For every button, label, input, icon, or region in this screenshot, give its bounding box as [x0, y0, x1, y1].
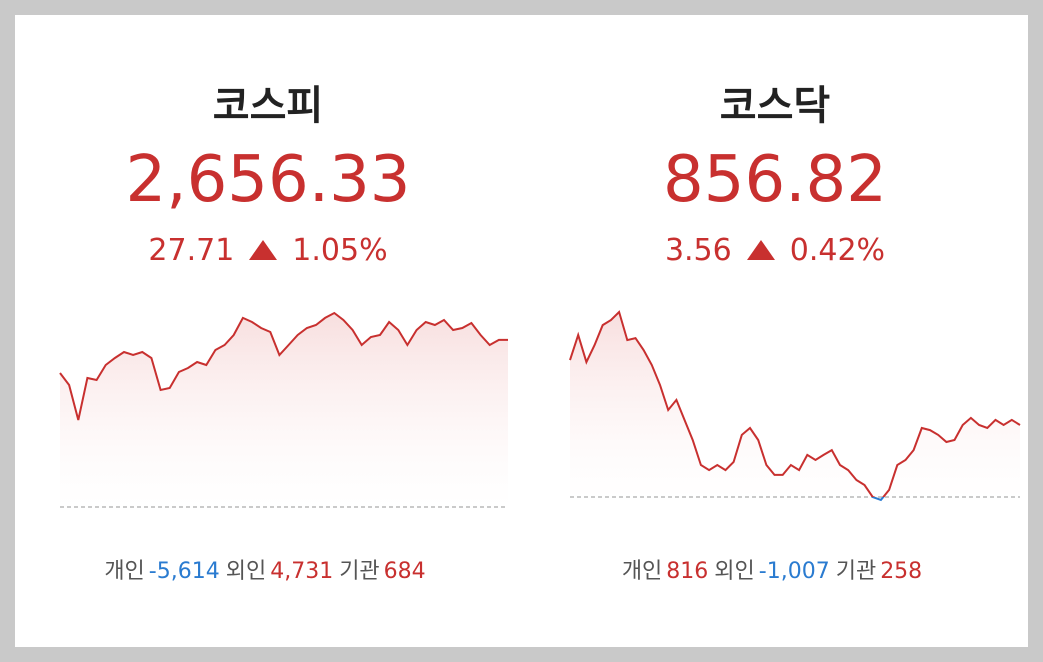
change-row: 27.71 1.05% — [15, 233, 521, 268]
investors: 개인 816 외인 -1,007 기관 258 — [522, 553, 1028, 585]
investor-value: 816 — [666, 559, 709, 584]
change-pct: 0.42% — [789, 233, 886, 268]
investor-label: 기관 — [835, 559, 877, 584]
market-column: 코스피 2,656.33 27.71 1.05% 개인 -5,614 외인 4,731 기관 68… — [15, 15, 521, 647]
up-triangle — [746, 239, 775, 260]
triangle — [746, 239, 775, 260]
investor-label: 외인 — [714, 559, 755, 584]
triangle — [249, 239, 278, 260]
market-name: 코스닥 — [719, 83, 831, 129]
line-up — [59, 311, 508, 421]
index-value: 2,656.33 — [125, 143, 411, 217]
sparkline — [59, 311, 508, 508]
investor-value: -1,007 — [758, 559, 830, 584]
index-card: 코스피 2,656.33 27.71 1.05% 개인 -5,614 외인 4,731 기관 68… — [15, 15, 1028, 647]
index-value: 856.82 — [663, 143, 887, 217]
change-value: 27.71 — [148, 233, 235, 268]
investor-value: 258 — [880, 559, 923, 584]
investor-value: 684 — [383, 559, 426, 584]
investor-value: 4,731 — [270, 559, 334, 584]
investor-label: 개인 — [104, 559, 145, 584]
change-row: 3.56 0.42% — [522, 233, 1028, 268]
investors: 개인 -5,614 외인 4,731 기관 684 — [15, 553, 521, 585]
investor-label: 개인 — [621, 559, 663, 584]
area — [60, 313, 508, 507]
market-name: 코스피 — [212, 83, 324, 129]
area — [570, 312, 1020, 497]
change-pct: 1.05% — [292, 233, 388, 268]
line-up — [569, 310, 1021, 497]
up-triangle — [249, 239, 278, 260]
market-column: 코스닥 856.82 3.56 0.42% 개인 816 외인 -1,007 기관 258 — [522, 15, 1028, 647]
investor-label: 외인 — [225, 559, 267, 584]
change-value: 3.56 — [664, 233, 732, 268]
investor-value: -5,614 — [148, 559, 220, 584]
investor-label: 기관 — [339, 559, 380, 584]
sparkline — [569, 310, 1021, 502]
